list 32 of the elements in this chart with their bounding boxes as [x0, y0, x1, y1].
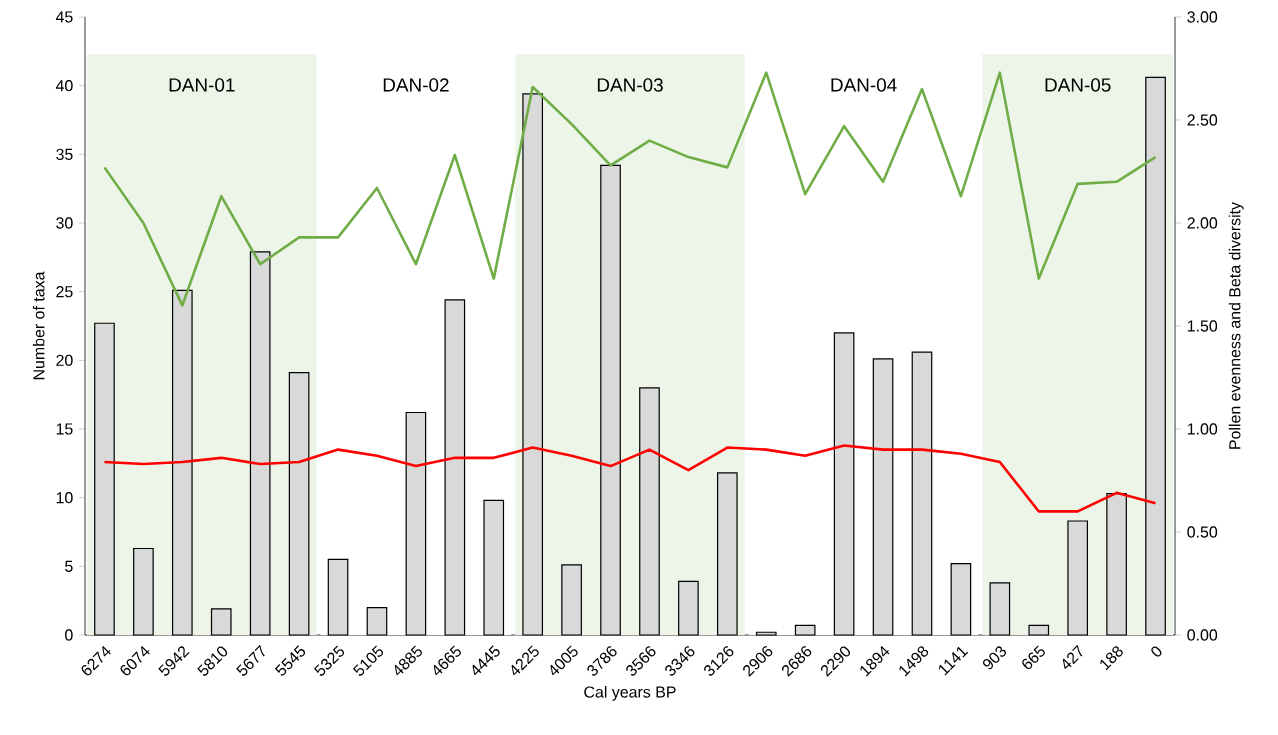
band-label: DAN-02 [383, 78, 449, 92]
y2-axis-title: Pollen evenness and Beta diversity [1228, 202, 1244, 449]
y2-tick-label: 0.00 [1187, 629, 1218, 641]
x-tick-label: 903 [982, 646, 1007, 670]
y-tick-label: 25 [56, 286, 73, 298]
y-tick-label: 40 [55, 80, 73, 92]
band-label: DAN-03 [597, 78, 663, 92]
y2-tick-label: 0.50 [1187, 526, 1218, 538]
x-tick-label: 188 [1100, 646, 1123, 671]
line-series [103, 71, 1157, 307]
x-tick-label: 0 [1151, 646, 1162, 657]
x-axis-title: Cal years BP [584, 685, 676, 701]
band-label: DAN-05 [1045, 78, 1111, 92]
y-tick-label: 30 [56, 217, 73, 229]
y-tick-label: 20 [56, 354, 73, 366]
y-tick-label: 10 [56, 492, 73, 504]
line-series [103, 444, 1157, 513]
y-tick-label: 0 [65, 629, 73, 641]
x-tick-label: 665 [1022, 645, 1045, 669]
y2-tick-label: 1.50 [1187, 320, 1218, 332]
y2-tick-label: 2.50 [1187, 114, 1218, 126]
y-tick-label: 45 [55, 11, 73, 23]
y2-tick-label: 2.00 [1187, 217, 1218, 229]
y2-tick-label: 3.00 [1187, 11, 1218, 23]
y-tick-label: 15 [56, 423, 73, 435]
band-label: DAN-01 [169, 78, 235, 92]
y-tick-label: 35 [56, 148, 73, 160]
y-tick-label: 5 [65, 560, 73, 572]
band-label: DAN-04 [831, 78, 897, 92]
y2-tick-label: 1.00 [1187, 423, 1218, 435]
y-axis-title: Number of taxa [32, 271, 45, 380]
x-tick-label: 427 [1062, 645, 1083, 670]
